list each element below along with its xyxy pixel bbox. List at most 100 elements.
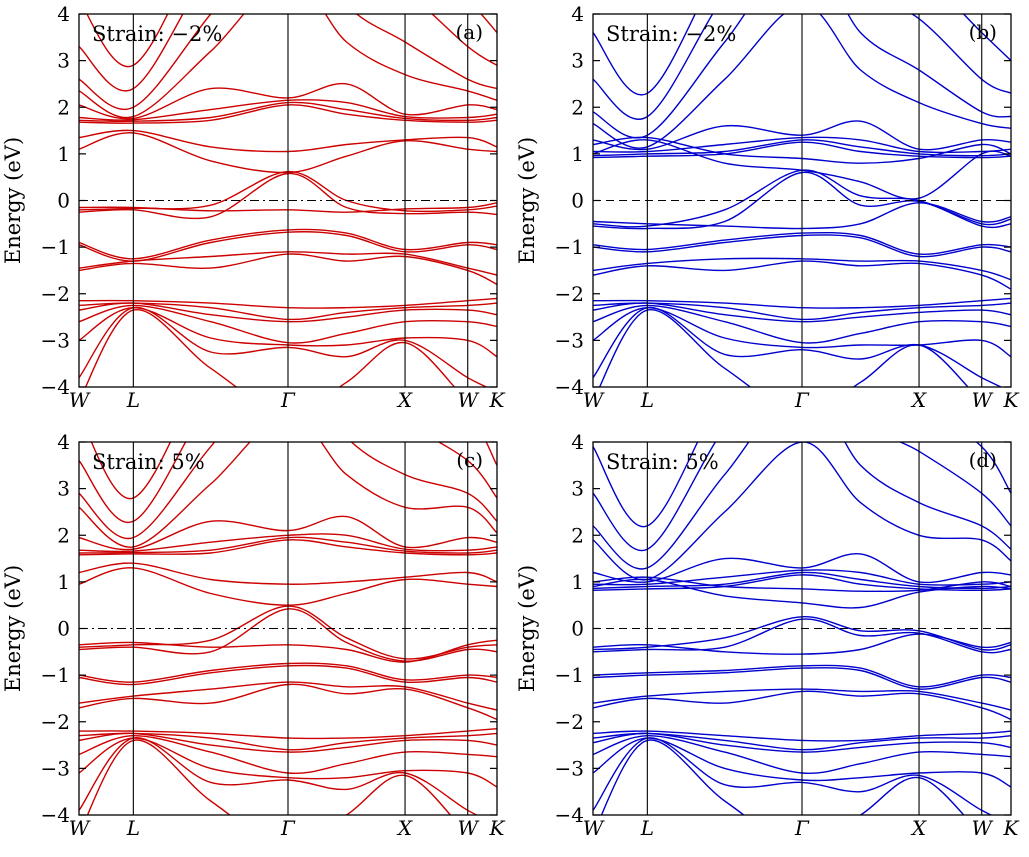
band-curve	[79, 662, 497, 683]
y-tick-label: 3	[571, 477, 584, 501]
k-point-label: W	[457, 816, 479, 840]
band-curve	[593, 139, 1011, 157]
band-curve	[593, 234, 1011, 258]
band-curve	[79, 99, 497, 121]
k-point-label: W	[971, 816, 993, 840]
band-curve	[593, 260, 1011, 290]
y-tick-label: 1	[571, 570, 584, 594]
y-axis-label: Energy (eV)	[515, 137, 539, 264]
band-curve	[79, 82, 497, 120]
band-curve	[79, 172, 497, 220]
k-point-label: W	[971, 388, 993, 412]
y-tick-label: −3	[41, 756, 70, 780]
band-curve	[593, 14, 1011, 120]
panel-letter: (c)	[456, 448, 483, 472]
y-tick-label: −1	[555, 235, 584, 259]
band-curve	[593, 688, 1011, 711]
band-curve	[79, 681, 497, 711]
band-curve	[79, 664, 497, 686]
y-tick-label: −2	[555, 710, 584, 734]
band-curve	[86, 14, 497, 68]
k-point-label: K	[1003, 388, 1020, 412]
y-tick-label: −3	[555, 328, 584, 352]
y-tick-label: −2	[555, 282, 584, 306]
band-curve	[593, 442, 1011, 581]
band-curve	[79, 297, 497, 309]
k-point-label: X	[396, 816, 413, 840]
band-curve	[593, 257, 1011, 281]
y-tick-label: −2	[41, 710, 70, 734]
k-point-label: Γ	[280, 388, 296, 412]
panel-d: −4 −3 −2 −1 0 1 2 3 4 W L Γ X W K Energy (eV) Strain: 5%…	[514, 428, 1028, 856]
band-curve	[79, 228, 497, 260]
k-point-label: W	[69, 816, 91, 840]
band-curve	[79, 515, 497, 551]
y-tick-label: 2	[57, 95, 70, 119]
y-axis-label: Energy (eV)	[515, 565, 539, 692]
y-tick-label: −3	[41, 328, 70, 352]
y-tick-label: −4	[41, 803, 70, 827]
strain-label: Strain: 5%	[92, 450, 205, 474]
band-curve	[593, 730, 1011, 742]
y-tick-label: 2	[571, 95, 584, 119]
k-point-label: X	[910, 816, 927, 840]
y-tick-label: −2	[41, 282, 70, 306]
k-point-label: L	[126, 816, 140, 840]
band-curve	[79, 734, 497, 775]
band-curve	[593, 618, 1011, 654]
band-curve	[593, 14, 1011, 149]
band-curve	[79, 562, 497, 585]
strain-label: Strain: −2%	[92, 22, 222, 46]
band-curve	[79, 567, 497, 606]
band-curve	[593, 616, 1011, 651]
band-curve	[79, 536, 497, 554]
band-curve	[593, 14, 1011, 139]
k-point-label: W	[457, 388, 479, 412]
k-point-label: L	[126, 388, 140, 412]
band-curve	[593, 664, 1011, 688]
band-curve	[79, 639, 497, 663]
band-curve	[79, 728, 497, 740]
band-curve	[593, 690, 1011, 721]
band-curve	[79, 608, 497, 662]
k-point-label: W	[583, 816, 605, 840]
band-curve	[79, 253, 497, 286]
k-point-label: X	[910, 388, 927, 412]
y-tick-label: 0	[571, 189, 584, 213]
y-tick-label: 0	[57, 617, 70, 641]
band-curve	[79, 14, 497, 111]
y-tick-label: 3	[571, 49, 584, 73]
k-point-label: Γ	[794, 388, 810, 412]
band-curve	[593, 304, 1011, 344]
y-tick-label: 1	[571, 142, 584, 166]
y-tick-label: 3	[57, 49, 70, 73]
band-curve	[79, 442, 497, 540]
band-curve	[79, 732, 497, 751]
band-curve	[593, 14, 1011, 96]
k-point-label: W	[583, 388, 605, 412]
y-tick-label: −4	[555, 375, 584, 399]
band-curve	[593, 136, 1011, 154]
k-point-label: Γ	[280, 816, 296, 840]
band-curve	[79, 539, 497, 556]
band-curve	[79, 14, 497, 119]
band-curve	[593, 442, 1011, 570]
band-curve	[593, 136, 1011, 164]
y-tick-label: 4	[571, 430, 584, 454]
panel-letter: (b)	[969, 20, 997, 44]
panel-letter: (a)	[455, 20, 483, 44]
y-tick-label: −1	[41, 235, 70, 259]
band-curve	[593, 442, 1011, 528]
strain-label: Strain: −2%	[606, 22, 736, 46]
band-curve	[79, 306, 497, 358]
band-curve	[79, 302, 497, 321]
band-curve	[79, 442, 497, 524]
k-point-label: K	[1003, 816, 1020, 840]
band-curve	[593, 576, 1011, 593]
band-curve	[593, 442, 1011, 552]
band-curve	[593, 171, 1011, 230]
panel-a: −4 −3 −2 −1 0 1 2 3 4 W L Γ X W K Energy (eV) Strain: −2…	[0, 0, 514, 428]
band-curve	[593, 231, 1011, 255]
